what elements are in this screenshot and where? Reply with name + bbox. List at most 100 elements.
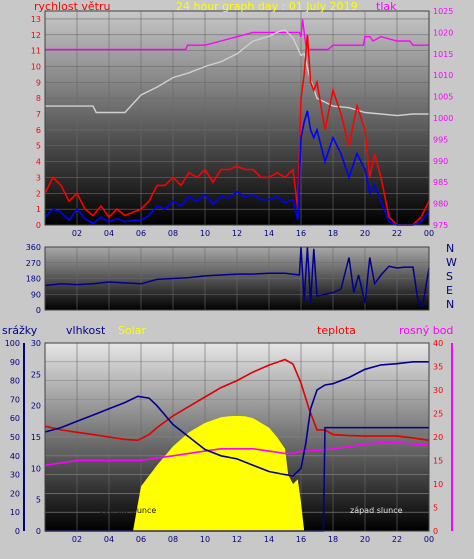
- sunrise-annotation: východ slunce: [99, 506, 156, 515]
- chart-title: 24 hour graph day : 01 July 2019: [176, 0, 358, 13]
- humidity-y-tick-label: 0: [36, 527, 41, 536]
- x-tick-label: 12: [232, 229, 242, 238]
- wind-y-tick-label: 13: [31, 15, 41, 24]
- direction-y-tick-label: 90: [31, 290, 41, 299]
- direction-y-tick-label: 270: [26, 259, 41, 268]
- pressure-y-tick-label: 980: [433, 200, 448, 209]
- wind-y-tick-label: 5: [36, 142, 41, 151]
- compass-direction-label: N: [446, 242, 454, 255]
- temperature-y-tick-label: 5: [433, 504, 438, 513]
- plot-frame: [44, 246, 430, 311]
- direction-y-tick-label: 180: [26, 275, 41, 284]
- wind-y-tick-label: 12: [31, 31, 41, 40]
- pressure-label: tlak: [376, 0, 397, 13]
- rain-y-tick-label: 70: [10, 395, 20, 404]
- rain-y-tick-label: 50: [10, 433, 20, 442]
- pressure-y-tick-label: 1020: [433, 28, 453, 37]
- wind-y-tick-label: 2: [36, 189, 41, 198]
- rain-y-tick-label: 100: [5, 339, 20, 348]
- dewpoint-label: rosný bod: [399, 324, 453, 337]
- temperature-y-tick-label: 25: [433, 410, 443, 419]
- x-tick-label: 12: [232, 535, 242, 544]
- pressure-y-tick-label: 1000: [433, 114, 453, 123]
- rain-y-tick-label: 40: [10, 452, 20, 461]
- direction-y-tick-label: 360: [26, 243, 41, 252]
- x-tick-label: 14: [264, 229, 274, 238]
- plot-frame: [44, 10, 430, 226]
- humidity-y-tick-label: 10: [31, 464, 41, 473]
- x-tick-label: 20: [360, 535, 370, 544]
- series-line-p1-2: [44, 34, 430, 226]
- wind-y-tick-label: 4: [36, 158, 41, 167]
- rain-y-tick-label: 80: [10, 377, 20, 386]
- x-tick-label: 16: [296, 229, 306, 238]
- wind-speed-label: rychlost větru: [34, 0, 110, 13]
- temperature-y-tick-label: 20: [433, 433, 443, 442]
- x-tick-label: 20: [360, 229, 370, 238]
- temperature-label: teplota: [317, 324, 356, 337]
- rain-label: srážky: [2, 324, 38, 337]
- pressure-y-tick-label: 1005: [433, 93, 453, 102]
- wind-y-tick-label: 9: [36, 78, 41, 87]
- series-line-rosný-bod: [44, 441, 430, 466]
- humidity-y-tick-label: 25: [31, 370, 41, 379]
- solar-area: [133, 415, 305, 531]
- x-tick-label: 00: [424, 229, 434, 238]
- x-tick-label: 22: [392, 229, 402, 238]
- direction-y-tick-label: 0: [36, 306, 41, 315]
- compass-direction-label: N: [446, 298, 454, 311]
- wind-y-tick-label: 8: [36, 94, 41, 103]
- x-tick-label: 22: [392, 535, 402, 544]
- x-tick-label: 00: [424, 535, 434, 544]
- rain-y-tick-label: 10: [10, 508, 20, 517]
- pressure-y-tick-label: 1010: [433, 71, 453, 80]
- humidity-label: vlhkost: [66, 324, 106, 337]
- compass-direction-label: W: [446, 256, 457, 269]
- series-line-wind-direction: [44, 246, 430, 309]
- rain-y-tick-label: 90: [10, 358, 20, 367]
- pressure-y-tick-label: 1015: [433, 50, 453, 59]
- plot-frame: [44, 342, 430, 532]
- temperature-y-tick-label: 10: [433, 480, 443, 489]
- rain-y-tick-label: 20: [10, 489, 20, 498]
- pressure-y-tick-label: 990: [433, 157, 448, 166]
- compass-direction-label: E: [446, 284, 453, 297]
- x-tick-label: 16: [296, 535, 306, 544]
- x-tick-label: 08: [168, 229, 178, 238]
- x-tick-label: 10: [200, 229, 210, 238]
- rain-y-tick-label: 30: [10, 471, 20, 480]
- x-tick-label: 04: [104, 229, 114, 238]
- temperature-y-tick-label: 40: [433, 339, 443, 348]
- x-tick-label: 08: [168, 535, 178, 544]
- rain-y-tick-label: 60: [10, 414, 20, 423]
- pressure-y-tick-label: 975: [433, 221, 448, 230]
- wind-y-tick-label: 1: [36, 205, 41, 214]
- x-tick-label: 02: [72, 229, 82, 238]
- x-tick-label: 14: [264, 535, 274, 544]
- solar-label: Solar: [118, 324, 147, 337]
- wind-y-tick-label: 10: [31, 62, 41, 71]
- pressure-y-tick-label: 985: [433, 178, 448, 187]
- humidity-y-tick-label: 15: [31, 433, 41, 442]
- humidity-y-tick-label: 30: [31, 339, 41, 348]
- wind-y-tick-label: 0: [36, 221, 41, 230]
- temperature-y-tick-label: 30: [433, 386, 443, 395]
- x-tick-label: 06: [136, 535, 146, 544]
- x-tick-label: 18: [328, 229, 338, 238]
- wind-y-tick-label: 3: [36, 173, 41, 182]
- wind-y-tick-label: 11: [31, 47, 41, 56]
- temperature-y-tick-label: 35: [433, 363, 443, 372]
- series-line-teplota: [44, 358, 430, 442]
- x-tick-label: 06: [136, 229, 146, 238]
- compass-direction-label: S: [446, 270, 453, 283]
- humidity-y-tick-label: 5: [36, 496, 41, 505]
- x-tick-label: 10: [200, 535, 210, 544]
- series-line-vlhkost: [44, 360, 429, 477]
- x-tick-label: 02: [72, 535, 82, 544]
- humidity-y-tick-label: 20: [31, 402, 41, 411]
- series-line-p1-3: [44, 110, 430, 226]
- x-tick-label: 04: [104, 535, 114, 544]
- temperature-y-tick-label: 15: [433, 457, 443, 466]
